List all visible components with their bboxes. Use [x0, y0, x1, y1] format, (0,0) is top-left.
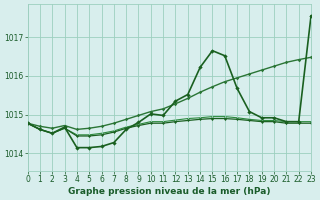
X-axis label: Graphe pression niveau de la mer (hPa): Graphe pression niveau de la mer (hPa) — [68, 187, 270, 196]
